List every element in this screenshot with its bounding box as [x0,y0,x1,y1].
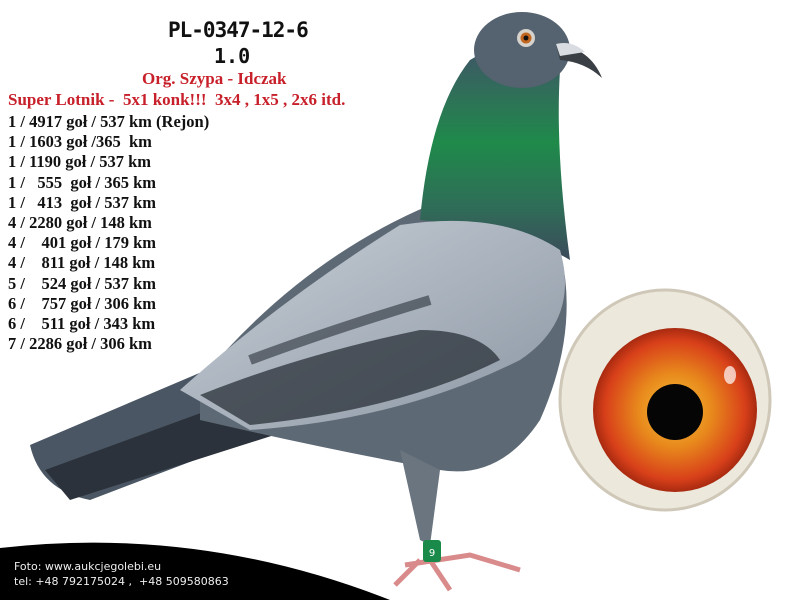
result-item: 1 / 4917 goł / 537 km (Rejon) [8,112,210,131]
leg-band [423,540,441,562]
pigeon-legs [400,450,440,545]
pigeon-head [474,12,570,88]
eye-closeup [558,288,772,512]
result-item: 7 / 2286 goł / 306 km [8,334,152,354]
sex-label: 1.0 [214,44,251,68]
phone-numbers: tel: +48 792175024 , +48 509580863 [14,575,229,588]
photo-credit: Foto: www.aukcjegolebi.eu [14,560,162,573]
headline: Super Lotnik - 5x1 konk!!! 3x4 , 1x5 , 2… [8,90,346,109]
ring-number: PL-0347-12-6 [168,18,309,42]
results-list: 1 / 4917 goł / 537 km (Rejon) 1 / 1603 g… [8,112,209,354]
result-item: 1 / 1190 goł / 537 km [8,152,152,172]
leg-band-label: 9 [429,548,435,559]
result-item: 4 / 811 goł / 148 km [8,253,156,273]
pigeon-neck [420,47,570,261]
result-item: 1 / 413 goł / 537 km [8,192,157,212]
result-item: 6 / 757 goł / 306 km [8,293,157,313]
origin-label: Org. Szypa - Idczak [142,69,287,88]
footer-band [0,542,390,600]
result-item: 5 / 524 goł / 537 km [8,273,157,293]
result-item: 1 / 1603 goł /365 km [8,132,152,152]
result-item: 4 / 401 goł / 179 km [8,233,157,253]
result-item: 1 / 555 goł / 365 km [8,172,157,192]
result-item: 6 / 511 goł / 343 km [8,314,156,334]
result-item: 4 / 2280 goł / 148 km [8,213,152,233]
